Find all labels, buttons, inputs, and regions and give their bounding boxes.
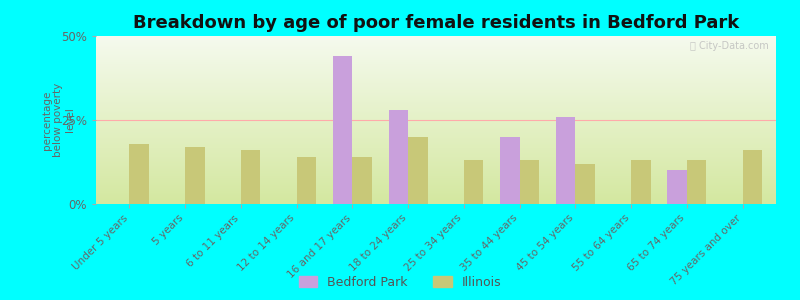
Legend: Bedford Park, Illinois: Bedford Park, Illinois	[294, 271, 506, 294]
Title: Breakdown by age of poor female residents in Bedford Park: Breakdown by age of poor female resident…	[133, 14, 739, 32]
Bar	[352, 157, 372, 204]
Bar	[556, 117, 575, 204]
Bar	[464, 160, 483, 204]
Bar	[687, 160, 706, 204]
Bar	[520, 160, 539, 204]
Y-axis label: percentage
below poverty
level: percentage below poverty level	[42, 83, 74, 157]
Bar	[742, 150, 762, 204]
Bar	[297, 157, 316, 204]
Bar	[667, 170, 687, 204]
Bar	[631, 160, 650, 204]
Bar	[130, 143, 149, 204]
Bar	[575, 164, 595, 204]
Bar	[408, 137, 428, 204]
Bar	[333, 56, 352, 204]
Bar	[185, 147, 205, 204]
Bar	[500, 137, 520, 204]
Bar	[389, 110, 408, 204]
Bar	[241, 150, 261, 204]
Text: Ⓢ City-Data.com: Ⓢ City-Data.com	[690, 41, 770, 51]
